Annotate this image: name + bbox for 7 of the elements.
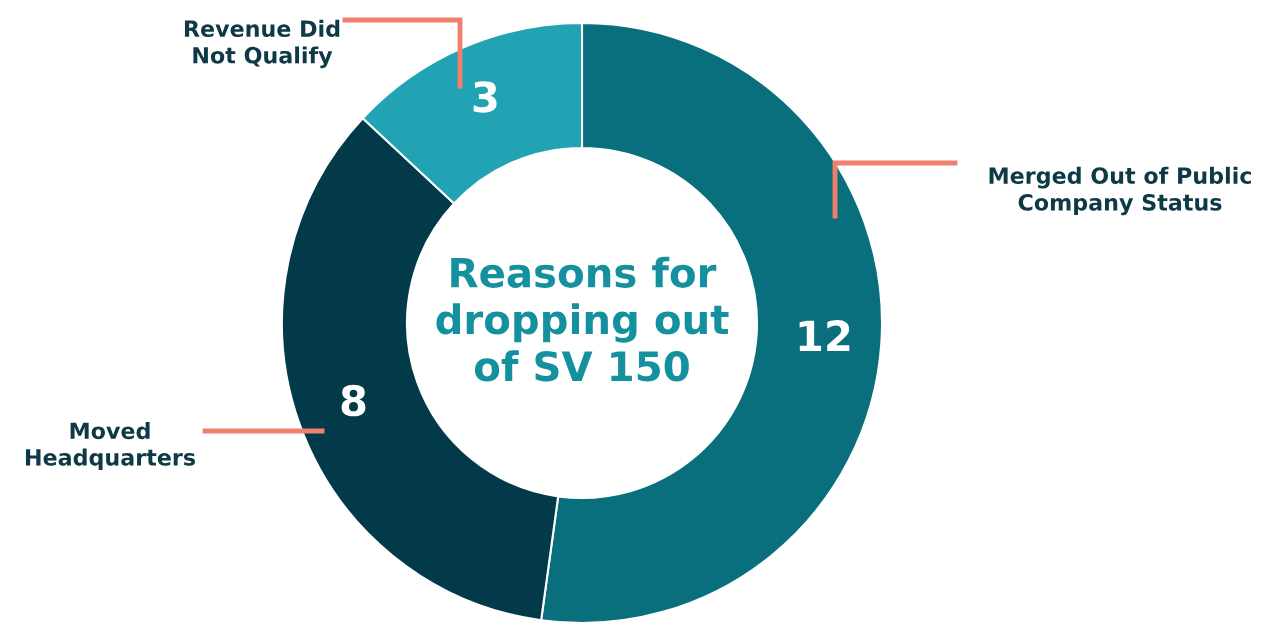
data-label: 12 bbox=[799, 320, 850, 352]
text: Reasons for dropping out of SV 150 bbox=[436, 256, 729, 382]
data-label: 8 bbox=[341, 384, 366, 417]
slice-label: Merged Out of Public Company Status bbox=[989, 166, 1251, 216]
slice-label: Moved Headquarters bbox=[25, 421, 196, 471]
data-label: 3 bbox=[473, 81, 497, 113]
slice-label: Revenue Did Not Qualify bbox=[184, 19, 340, 69]
